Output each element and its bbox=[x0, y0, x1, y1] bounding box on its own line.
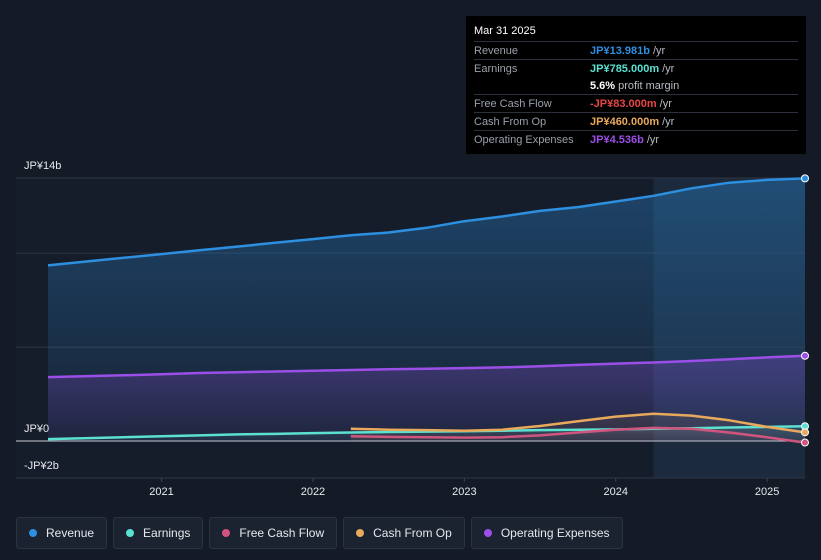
x-tick-label: 2024 bbox=[604, 486, 628, 498]
legend-item-free-cash-flow[interactable]: Free Cash Flow bbox=[209, 517, 338, 549]
tooltip-date: Mar 31 2025 bbox=[474, 25, 536, 37]
series-endpoint bbox=[801, 428, 809, 437]
legend-label: Earnings bbox=[143, 526, 191, 540]
tooltip-row-earnings: Earnings JP¥785.000m /yr bbox=[474, 59, 798, 77]
tooltip-unit: /yr bbox=[662, 115, 675, 128]
legend-item-earnings[interactable]: Earnings bbox=[113, 517, 204, 549]
tooltip-label: Earnings bbox=[474, 62, 518, 75]
tooltip-row-revenue: Revenue JP¥13.981b /yr bbox=[474, 41, 798, 59]
series-endpoint bbox=[801, 174, 809, 183]
tooltip-row-cash-from-op: Cash From Op JP¥460.000m /yr bbox=[474, 112, 798, 130]
legend-item-cash-from-op[interactable]: Cash From Op bbox=[343, 517, 465, 549]
legend-dot-icon bbox=[126, 529, 135, 537]
series-line-operating-expenses bbox=[47, 354, 806, 379]
y-tick-label: JP¥0 bbox=[24, 423, 49, 435]
y-tick-label: -JP¥2b bbox=[24, 460, 59, 472]
legend-label: Cash From Op bbox=[373, 526, 452, 540]
tooltip-row-operating-expenses: Operating Expenses JP¥4.536b /yr bbox=[474, 130, 798, 148]
x-tick-label: 2021 bbox=[149, 486, 173, 498]
tooltip-value: JP¥785.000m bbox=[590, 62, 660, 75]
legend-dot-icon bbox=[222, 529, 231, 537]
tooltip-row-free-cash-flow: Free Cash Flow -JP¥83.000m /yr bbox=[474, 94, 798, 112]
tooltip-value: JP¥13.981b bbox=[590, 44, 650, 57]
data-tooltip: Mar 31 2025 Revenue JP¥13.981b /yr Earni… bbox=[466, 16, 806, 154]
legend-dot-icon bbox=[483, 529, 492, 537]
tooltip-unit: /yr bbox=[646, 133, 660, 146]
tooltip-unit: /yr bbox=[652, 44, 666, 57]
x-tick-label: 2023 bbox=[452, 486, 476, 498]
tooltip-label: Free Cash Flow bbox=[474, 97, 552, 110]
legend-item-operating-expenses[interactable]: Operating Expenses bbox=[470, 517, 623, 549]
x-tick-label: 2025 bbox=[755, 486, 779, 498]
legend-label: Operating Expenses bbox=[500, 526, 610, 540]
tooltip-unit: /yr bbox=[662, 62, 675, 75]
series-line-free-cash-flow bbox=[350, 426, 806, 444]
series-endpoint bbox=[801, 351, 809, 360]
tooltip-row-profit-margin: 5.6% profit margin bbox=[474, 77, 798, 94]
legend-dot-icon bbox=[29, 529, 37, 537]
tooltip-unit: profit margin bbox=[618, 79, 680, 92]
tooltip-label: Operating Expenses bbox=[474, 133, 574, 146]
x-tick-label: 2022 bbox=[301, 486, 325, 498]
legend-label: Free Cash Flow bbox=[239, 526, 325, 540]
legend-dot-icon bbox=[356, 529, 365, 537]
y-tick-label: JP¥14b bbox=[24, 160, 61, 172]
tooltip-value: JP¥460.000m bbox=[590, 115, 660, 128]
tooltip-value: JP¥4.536b bbox=[590, 133, 644, 146]
financial-chart: JP¥14b JP¥0 -JP¥2b 2021 2022 2023 2024 2025 bbox=[16, 160, 809, 498]
series-line-revenue bbox=[47, 177, 806, 267]
tooltip-value: -JP¥83.000m bbox=[590, 97, 657, 110]
tooltip-label: Cash From Op bbox=[474, 115, 547, 128]
series-line-cash-from-op bbox=[350, 412, 806, 434]
tooltip-label: Revenue bbox=[474, 44, 519, 57]
chart-legend: Revenue Earnings Free Cash Flow Cash Fro… bbox=[16, 517, 623, 549]
legend-label: Revenue bbox=[46, 526, 95, 540]
series-endpoint bbox=[801, 438, 809, 447]
tooltip-unit: /yr bbox=[659, 97, 672, 110]
series-area-operating-expenses bbox=[48, 355, 805, 441]
legend-item-revenue[interactable]: Revenue bbox=[16, 517, 108, 549]
tooltip-value: 5.6% bbox=[590, 79, 616, 92]
